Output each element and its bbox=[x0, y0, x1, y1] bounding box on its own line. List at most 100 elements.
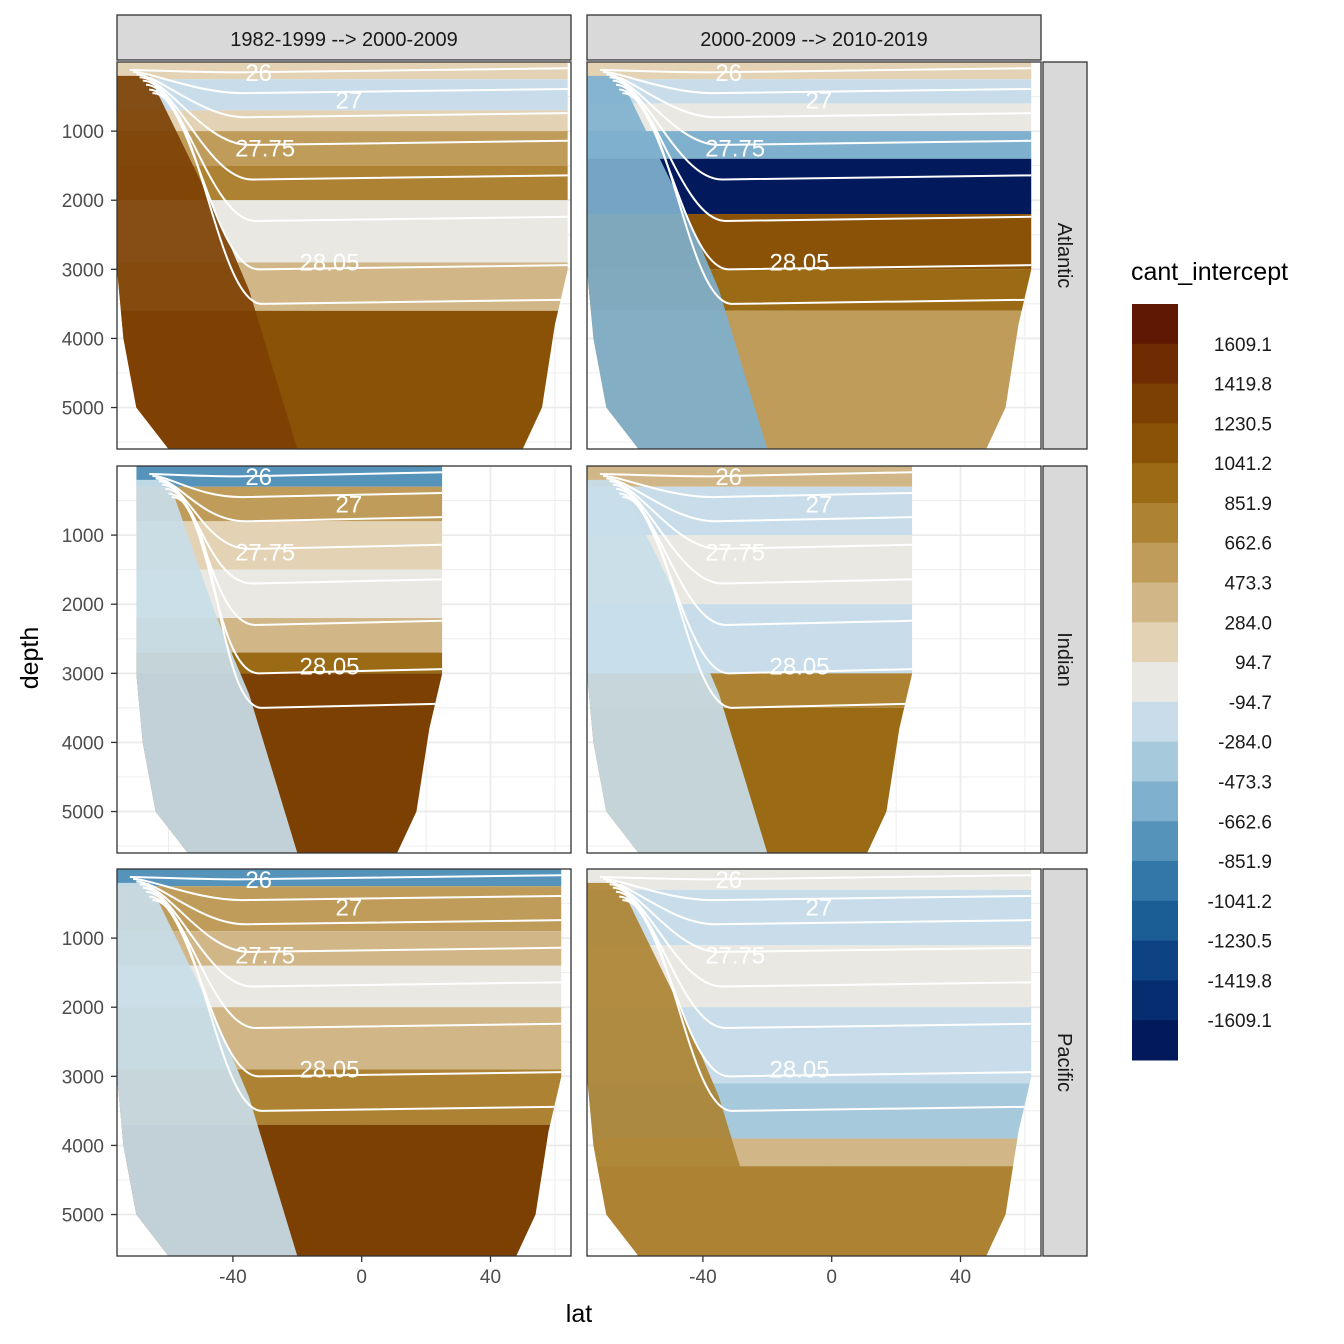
isopycnal-label: 28.05 bbox=[299, 1056, 359, 1083]
legend-swatch bbox=[1132, 423, 1178, 464]
isopycnal-line bbox=[606, 880, 1032, 926]
isopycnal-label: 26 bbox=[245, 464, 272, 491]
panel-border bbox=[586, 61, 1042, 450]
legend-swatch bbox=[1132, 861, 1178, 902]
isopycnal-line bbox=[603, 475, 913, 499]
col-strip-label: 2000-2009 --> 2010-2019 bbox=[700, 29, 927, 51]
isopycnal-line bbox=[606, 73, 1032, 119]
southern-water-mass bbox=[117, 882, 298, 1256]
legend-label: 1609.1 bbox=[1214, 335, 1272, 356]
isopycnal-line bbox=[133, 878, 562, 902]
panel-border bbox=[116, 61, 572, 450]
isopycnal-label: 27.75 bbox=[705, 942, 765, 969]
panel-border bbox=[586, 465, 1042, 854]
isopycnal-lines bbox=[599, 67, 1032, 305]
isopycnal-label: 27 bbox=[335, 88, 362, 115]
y-tick-label: 3000 bbox=[62, 664, 104, 685]
col-strip-1: 1982-1999 --> 2000-2009 bbox=[116, 14, 572, 61]
southern-water-mass bbox=[587, 479, 768, 853]
isopycnal-label: 28.05 bbox=[299, 653, 359, 680]
legend-label: -851.9 bbox=[1218, 852, 1272, 873]
col-strip-2: 2000-2009 --> 2010-2019 bbox=[586, 14, 1042, 61]
legend-swatch bbox=[1132, 701, 1178, 743]
y-tick-label: 5000 bbox=[62, 399, 104, 420]
strip-background bbox=[586, 14, 1042, 61]
isopycnal-line bbox=[603, 71, 1032, 95]
legend-label: 1041.2 bbox=[1214, 454, 1272, 475]
legend-swatch bbox=[1132, 662, 1178, 703]
strip-background bbox=[116, 14, 572, 61]
contour-band bbox=[117, 79, 568, 111]
isopycnal-line bbox=[615, 890, 1032, 1029]
isopycnal-label: 27.75 bbox=[705, 539, 765, 566]
isopycnal-line bbox=[133, 71, 568, 95]
isopycnal-line bbox=[609, 883, 1032, 953]
row-strip-label: Pacific bbox=[1053, 1033, 1075, 1092]
x-tick-label: 40 bbox=[480, 1267, 501, 1288]
x-tick-label: 40 bbox=[950, 1267, 971, 1288]
y-tick-label: 4000 bbox=[62, 1136, 104, 1157]
isopycnal-line bbox=[612, 886, 1032, 988]
x-tick-label: -40 bbox=[689, 1267, 716, 1288]
y-tick-label: 4000 bbox=[62, 329, 104, 350]
row-strip-label: Atlantic bbox=[1053, 223, 1075, 289]
row-strip-indian: Indian bbox=[1042, 465, 1088, 854]
x-tick-label: 0 bbox=[356, 1267, 367, 1288]
legend-swatch bbox=[1132, 622, 1178, 663]
legend-label: 1230.5 bbox=[1214, 414, 1272, 435]
isopycnal-label: 28.05 bbox=[769, 653, 829, 680]
x-axis-title: lat bbox=[566, 1300, 592, 1328]
section-fill: 26 27 27.75 28.05 bbox=[587, 869, 1032, 1256]
panel-atlantic-1: 26 27 27.75 28.05 bbox=[116, 61, 572, 450]
y-axis-title: depth bbox=[16, 627, 44, 690]
isopycnal-line bbox=[145, 890, 562, 1029]
isopycnal-line bbox=[606, 477, 913, 523]
panel-border bbox=[116, 465, 572, 854]
section-fill: 26 27 27.75 28.05 bbox=[136, 464, 443, 853]
isopycnal-line bbox=[603, 878, 1032, 902]
isopycnal-line bbox=[165, 487, 443, 626]
legend-swatch bbox=[1132, 940, 1178, 981]
isopycnal-line bbox=[139, 883, 562, 953]
isopycnal-line bbox=[145, 83, 568, 222]
isopycnal-lines bbox=[149, 471, 443, 709]
isopycnal-label: 27 bbox=[805, 88, 832, 115]
y-tick-label: 2000 bbox=[62, 191, 104, 212]
isopycnal-line bbox=[142, 886, 562, 988]
isopycnal-line bbox=[622, 92, 1032, 305]
legend-swatch bbox=[1132, 542, 1178, 584]
isopycnal-label: 27 bbox=[335, 895, 362, 922]
panel-border bbox=[116, 868, 572, 1257]
legend-label: 94.7 bbox=[1235, 653, 1272, 674]
section-fill: 26 27 27.75 28.05 bbox=[587, 62, 1032, 449]
isopycnal-line bbox=[152, 92, 568, 305]
row-strip-label: Indian bbox=[1053, 632, 1075, 687]
isopycnal-lines bbox=[129, 67, 568, 305]
section-fill: 26 27 27.75 28.05 bbox=[587, 464, 913, 853]
y-tick-label: 1000 bbox=[62, 526, 104, 547]
panels-layer: 26 27 27.75 28.05 26 27 27.75 28.05 26 27 27.75 28.… bbox=[116, 61, 1042, 1257]
panel-atlantic-2: 26 27 27.75 28.05 bbox=[586, 61, 1042, 450]
isopycnal-line bbox=[129, 874, 562, 881]
axes: -40 0 40 -40 0 40 1000 2000 3000 4000 5000 1000 2000… bbox=[62, 122, 971, 1288]
y-tick-label: 1000 bbox=[62, 122, 104, 143]
isopycnal-line bbox=[152, 899, 562, 1112]
row-strip-pacific: Pacific bbox=[1042, 868, 1088, 1257]
legend-label: -473.3 bbox=[1218, 772, 1272, 793]
legend-swatch bbox=[1132, 900, 1178, 942]
legend-swatch bbox=[1132, 343, 1178, 385]
isopycnal-line bbox=[152, 475, 443, 499]
isopycnal-line bbox=[136, 73, 568, 119]
legend-swatch bbox=[1132, 741, 1178, 782]
isopycnal-line bbox=[599, 67, 1032, 74]
isopycnal-line bbox=[142, 79, 568, 181]
row-strip-atlantic: Atlantic bbox=[1042, 61, 1088, 450]
y-tick-label: 2000 bbox=[62, 998, 104, 1019]
y-tick-label: 5000 bbox=[62, 803, 104, 824]
y-tick-label: 3000 bbox=[62, 1067, 104, 1088]
isopycnal-label: 27.75 bbox=[235, 539, 295, 566]
isopycnal-label: 26 bbox=[715, 464, 742, 491]
strip-background bbox=[1042, 61, 1088, 450]
isopycnal-line bbox=[622, 899, 1032, 1112]
isopycnal-label: 27 bbox=[335, 492, 362, 519]
